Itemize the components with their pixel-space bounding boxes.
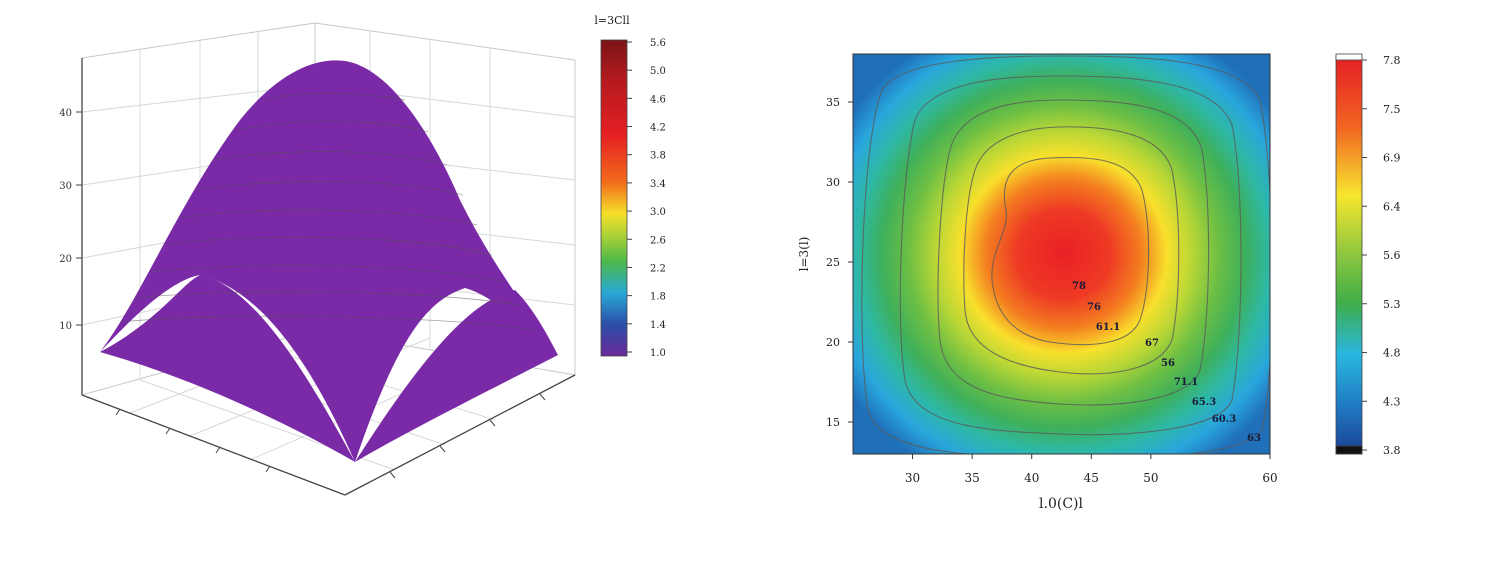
z-tick-label: 40 (59, 108, 72, 119)
z-tick-label: 30 (59, 181, 72, 192)
heatmap-y-ticks: 15 20 25 30 35 (826, 96, 853, 429)
heatmap-x-axis-label: l.0(C)l (1039, 496, 1083, 512)
surface-right-face (355, 290, 558, 462)
y-tick-label: 30 (826, 176, 840, 189)
colorbar-tick-label: 7.5 (1383, 103, 1401, 116)
surface-contours (119, 92, 536, 331)
contour-label: 65.3 (1192, 397, 1216, 408)
heatmap-frame (852, 53, 1271, 455)
contour-label: 78 (1072, 281, 1086, 292)
surface-plot: 40 30 20 10 (59, 14, 666, 496)
colorbar-tick-label: 4.3 (1383, 395, 1401, 408)
colorbar-tick-label: 1.0 (650, 348, 666, 359)
colorbar-tick-label: 2.2 (650, 263, 666, 274)
heatmap-colorbar-cap (1335, 53, 1363, 61)
heatmap-x-ticks: 30 35 40 45 50 60 (905, 454, 1278, 485)
heatmap-colorbar (1335, 55, 1363, 455)
x-tick-label: 40 (1024, 471, 1039, 485)
colorbar-tick-label: 4.6 (650, 94, 666, 105)
heatmap-y-axis-label: l=3(l) (797, 237, 811, 272)
contour-label: 56 (1161, 358, 1175, 369)
x-tick-label: 45 (1084, 471, 1099, 485)
colorbar-tick-label: 4.8 (1383, 347, 1401, 360)
colorbar-tick-label: 5.3 (1383, 298, 1401, 311)
colorbar-tick-label: 1.4 (650, 320, 666, 331)
colorbar-tick-label: 5.6 (1383, 249, 1401, 262)
heatmap-field (853, 54, 1270, 454)
heatmap-colorbar-ticks: 7.8 7.5 6.9 6.4 5.6 5.3 4.8 4.3 3.8 (1362, 54, 1401, 457)
surface-left-face (100, 275, 355, 462)
colorbar-tick-label: 6.9 (1383, 152, 1401, 165)
x-tick-label: 50 (1143, 471, 1158, 485)
heatmap-colorbar-bottom (1335, 445, 1363, 455)
contour-label: 63 (1247, 433, 1261, 444)
y-tick-label: 20 (826, 336, 840, 349)
colorbar-tick-label: 3.8 (1383, 444, 1401, 457)
colorbar-tick-label: 4.2 (650, 123, 666, 134)
surface-dome (100, 60, 558, 462)
colorbar-tick-label: 3.0 (650, 207, 666, 218)
heatmap-contours (861, 55, 1270, 454)
surface-colorbar-title: l=3Cll (594, 14, 630, 27)
y-tick-label: 15 (826, 416, 840, 429)
z-tick-label: 20 (59, 254, 72, 265)
contour-label: 61.1 (1096, 322, 1120, 333)
contour-label: 71.1 (1174, 377, 1198, 388)
colorbar-tick-label: 5.6 (650, 38, 666, 49)
colorbar-tick-label: 6.4 (1383, 200, 1401, 213)
z-ticks (76, 111, 82, 326)
colorbar-tick-label: 5.0 (650, 66, 666, 77)
colorbar-tick-label: 7.8 (1383, 54, 1401, 67)
contour-label: 67 (1145, 338, 1159, 349)
x-tick-label: 60 (1262, 471, 1277, 485)
colorbar-tick-label: 3.4 (650, 179, 666, 190)
colorbar-tick-label: 1.8 (650, 292, 666, 303)
surface-colorbar-ticks: 5.6 5.0 4.6 4.2 3.8 3.4 3.0 2.6 2.2 1.8 1.4 1.0 (627, 38, 666, 359)
colorbar-tick-label: 2.6 (650, 235, 666, 246)
contour-label: 76 (1087, 302, 1101, 313)
floor-ticks (115, 393, 546, 479)
surface-colorbar (600, 39, 628, 357)
contour-label: 60.3 (1212, 414, 1236, 425)
surface-axes (81, 58, 576, 496)
x-tick-label: 30 (905, 471, 920, 485)
y-tick-label: 35 (826, 96, 840, 109)
y-tick-label: 25 (826, 256, 840, 269)
z-tick-label: 10 (59, 321, 72, 332)
x-tick-label: 35 (965, 471, 980, 485)
colorbar-tick-label: 3.8 (650, 151, 666, 162)
